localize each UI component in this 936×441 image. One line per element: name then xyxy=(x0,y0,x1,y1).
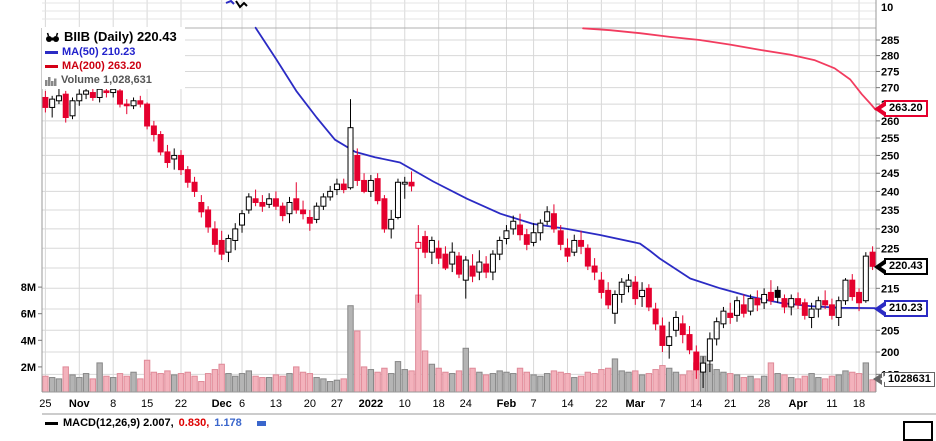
volume-label: Volume 1,028,631 xyxy=(61,74,152,86)
macd-hist-value: 1.178 xyxy=(214,417,242,429)
svg-text:7: 7 xyxy=(531,398,537,410)
svg-text:25: 25 xyxy=(39,398,51,410)
svg-text:22: 22 xyxy=(595,398,607,410)
chart-legend: BIIB (Daily) 220.43 MA(50) 210.23 MA(200… xyxy=(42,27,185,89)
ma50-swatch-icon xyxy=(45,51,58,54)
symbol-title: BIIB (Daily) 220.43 xyxy=(64,29,177,44)
price-chart: 1028528027527026526025525024524023523022… xyxy=(21,0,936,415)
svg-text:Dec: Dec xyxy=(212,398,232,410)
ma200-label: MA(200) 263.20 xyxy=(62,60,142,72)
ma50-price-tag: 210.23 xyxy=(874,300,928,318)
svg-text:270: 270 xyxy=(881,83,899,95)
svg-text:240: 240 xyxy=(881,186,899,198)
svg-text:285: 285 xyxy=(881,35,899,47)
macd-value-tag-partial xyxy=(903,421,933,441)
svg-text:13: 13 xyxy=(270,398,282,410)
svg-text:18: 18 xyxy=(853,398,865,410)
legend-title-row: BIIB (Daily) 220.43 xyxy=(45,29,177,45)
svg-text:280: 280 xyxy=(881,51,899,63)
svg-text:2M: 2M xyxy=(21,362,36,374)
svg-text:28: 28 xyxy=(758,398,770,410)
svg-text:Nov: Nov xyxy=(69,398,91,410)
legend-ma50-row: MA(50) 210.23 xyxy=(45,46,177,59)
macd-signal-value: 0.830, xyxy=(178,417,210,429)
ma200-tag-value: 263.20 xyxy=(889,102,923,115)
svg-text:4M: 4M xyxy=(21,335,36,347)
ma50-tag-value: 210.23 xyxy=(889,302,923,315)
macd-line-icon xyxy=(45,422,58,425)
svg-text:225: 225 xyxy=(881,243,899,255)
svg-text:6M: 6M xyxy=(21,309,36,321)
last-price-tag: 220.43 xyxy=(874,258,928,276)
sharpchart-icon xyxy=(45,32,60,43)
svg-text:15: 15 xyxy=(141,398,153,410)
svg-text:8M: 8M xyxy=(21,282,36,294)
volume-tag: 1028631 xyxy=(873,371,935,387)
svg-text:24: 24 xyxy=(460,398,472,410)
macd-legend: MACD(12,26,9) 2.007, 0.830, 1.178 xyxy=(45,417,266,430)
svg-text:6: 6 xyxy=(239,398,245,410)
ma200-swatch-icon xyxy=(45,65,58,68)
last-tag-value: 220.43 xyxy=(889,260,923,273)
svg-text:215: 215 xyxy=(881,283,899,295)
svg-text:22: 22 xyxy=(175,398,187,410)
svg-text:21: 21 xyxy=(724,398,736,410)
svg-text:14: 14 xyxy=(561,398,573,410)
volume-tag-value: 1028631 xyxy=(888,372,931,385)
svg-text:260: 260 xyxy=(881,116,899,128)
svg-text:11: 11 xyxy=(826,398,837,410)
svg-text:10: 10 xyxy=(881,2,893,14)
svg-text:245: 245 xyxy=(881,168,899,180)
svg-text:7: 7 xyxy=(659,398,665,410)
ma200-price-tag: 263.20 xyxy=(874,100,928,118)
svg-text:8: 8 xyxy=(110,398,116,410)
macd-histogram-icon xyxy=(256,421,266,426)
svg-text:255: 255 xyxy=(881,133,899,145)
macd-label: MACD(12,26,9) 2.007, xyxy=(63,417,174,429)
svg-text:235: 235 xyxy=(881,205,899,217)
svg-text:27: 27 xyxy=(331,398,343,410)
svg-text:Mar: Mar xyxy=(626,398,646,410)
svg-text:10: 10 xyxy=(399,398,411,410)
svg-text:Feb: Feb xyxy=(497,398,517,410)
stock-chart-app: 1028528027527026526025525024524023523022… xyxy=(20,0,936,441)
legend-volume-row: Volume 1,028,631 xyxy=(45,74,177,87)
svg-text:2022: 2022 xyxy=(359,398,383,410)
svg-text:18: 18 xyxy=(433,398,445,410)
svg-text:Apr: Apr xyxy=(789,398,809,410)
svg-text:20: 20 xyxy=(304,398,316,410)
svg-text:275: 275 xyxy=(881,66,899,78)
volume-bars-icon xyxy=(45,76,57,86)
svg-text:250: 250 xyxy=(881,150,899,162)
legend-ma200-row: MA(200) 263.20 xyxy=(45,60,177,73)
svg-text:200: 200 xyxy=(881,347,899,359)
ma50-label: MA(50) 210.23 xyxy=(62,46,136,58)
svg-text:205: 205 xyxy=(881,325,899,337)
svg-text:230: 230 xyxy=(881,224,899,236)
svg-text:14: 14 xyxy=(690,398,702,410)
